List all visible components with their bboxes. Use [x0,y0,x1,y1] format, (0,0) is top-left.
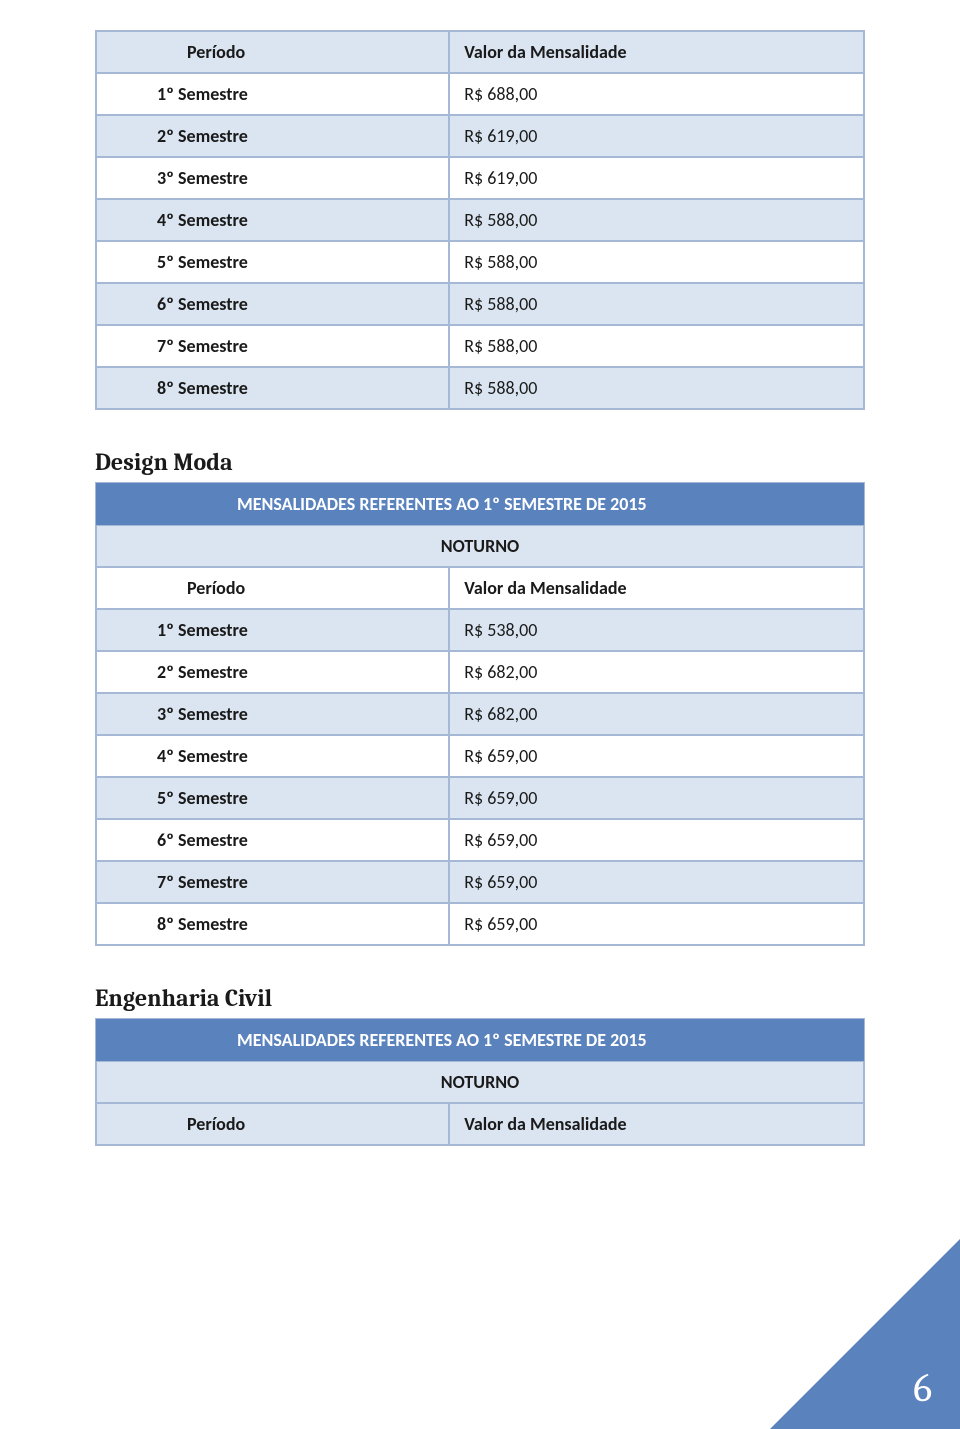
table-row: 8º Semestre R$ 588,00 [96,367,864,409]
page-number: 6 [913,1365,932,1411]
table-header-row: Período Valor da Mensalidade [96,1103,864,1145]
section-title-engenharia-civil: Engenharia Civil [95,984,865,1012]
table-row: 7º Semestre R$ 588,00 [96,325,864,367]
cell-periodo: 3º Semestre [96,693,449,735]
cell-periodo: 3º Semestre [96,157,449,199]
table-row: 4º Semestre R$ 659,00 [96,735,864,777]
pricing-table-3: MENSALIDADES REFERENTES AO 1º SEMESTRE D… [95,1018,865,1146]
cell-periodo: 6º Semestre [96,283,449,325]
cell-periodo: 6º Semestre [96,819,449,861]
header-periodo: Período [96,567,449,609]
shift-text: NOTURNO [96,1061,864,1103]
table-row: 4º Semestre R$ 588,00 [96,199,864,241]
table-row: 2º Semestre R$ 619,00 [96,115,864,157]
cell-periodo: 8º Semestre [96,367,449,409]
cell-valor: R$ 588,00 [449,199,864,241]
cell-valor: R$ 588,00 [449,241,864,283]
table-row: 5º Semestre R$ 659,00 [96,777,864,819]
cell-periodo: 5º Semestre [96,241,449,283]
cell-valor: R$ 538,00 [449,609,864,651]
cell-periodo: 5º Semestre [96,777,449,819]
cell-valor: R$ 688,00 [449,73,864,115]
table-row: 8º Semestre R$ 659,00 [96,903,864,945]
cell-periodo: 4º Semestre [96,735,449,777]
cell-valor: R$ 619,00 [449,157,864,199]
cell-valor: R$ 659,00 [449,735,864,777]
banner-row: MENSALIDADES REFERENTES AO 1º SEMESTRE D… [96,483,864,525]
table-row: 1º Semestre R$ 688,00 [96,73,864,115]
header-valor: Valor da Mensalidade [449,31,864,73]
shift-text: NOTURNO [96,525,864,567]
shift-row: NOTURNO [96,1061,864,1103]
banner-text: MENSALIDADES REFERENTES AO 1º SEMESTRE D… [96,483,864,525]
cell-valor: R$ 659,00 [449,861,864,903]
shift-row: NOTURNO [96,525,864,567]
table-row: 3º Semestre R$ 619,00 [96,157,864,199]
cell-periodo: 2º Semestre [96,115,449,157]
cell-periodo: 1º Semestre [96,73,449,115]
table-row: 6º Semestre R$ 659,00 [96,819,864,861]
table-header-row: Período Valor da Mensalidade [96,567,864,609]
cell-periodo: 1º Semestre [96,609,449,651]
banner-row: MENSALIDADES REFERENTES AO 1º SEMESTRE D… [96,1019,864,1061]
cell-valor: R$ 659,00 [449,819,864,861]
cell-valor: R$ 588,00 [449,283,864,325]
cell-periodo: 8º Semestre [96,903,449,945]
table-row: 5º Semestre R$ 588,00 [96,241,864,283]
table-row: 3º Semestre R$ 682,00 [96,693,864,735]
header-periodo: Período [96,31,449,73]
header-valor: Valor da Mensalidade [449,1103,864,1145]
section-title-design-moda: Design Moda [95,448,865,476]
table-row: 7º Semestre R$ 659,00 [96,861,864,903]
header-valor: Valor da Mensalidade [449,567,864,609]
cell-valor: R$ 619,00 [449,115,864,157]
table-row: 6º Semestre R$ 588,00 [96,283,864,325]
pricing-table-1: Período Valor da Mensalidade 1º Semestre… [95,30,865,410]
cell-valor: R$ 682,00 [449,651,864,693]
table-header-row: Período Valor da Mensalidade [96,31,864,73]
cell-valor: R$ 682,00 [449,693,864,735]
pricing-table-2: MENSALIDADES REFERENTES AO 1º SEMESTRE D… [95,482,865,946]
banner-text: MENSALIDADES REFERENTES AO 1º SEMESTRE D… [96,1019,864,1061]
cell-periodo: 2º Semestre [96,651,449,693]
cell-periodo: 7º Semestre [96,861,449,903]
cell-valor: R$ 588,00 [449,325,864,367]
cell-valor: R$ 588,00 [449,367,864,409]
table-row: 1º Semestre R$ 538,00 [96,609,864,651]
table-row: 2º Semestre R$ 682,00 [96,651,864,693]
cell-valor: R$ 659,00 [449,777,864,819]
cell-periodo: 7º Semestre [96,325,449,367]
cell-periodo: 4º Semestre [96,199,449,241]
cell-valor: R$ 659,00 [449,903,864,945]
header-periodo: Período [96,1103,449,1145]
